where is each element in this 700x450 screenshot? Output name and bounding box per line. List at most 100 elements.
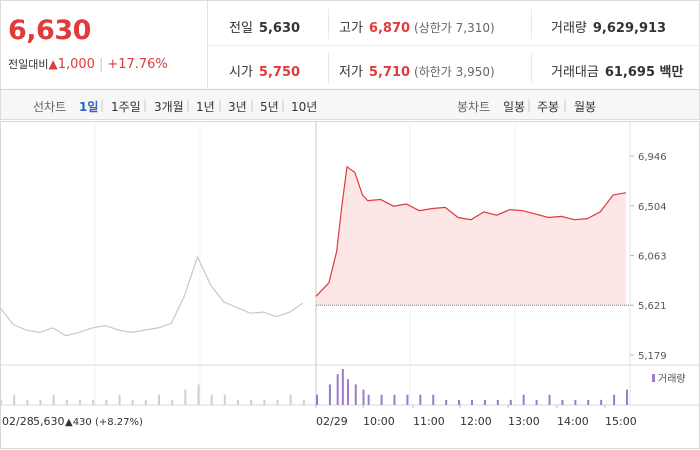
trade-amount: 거래대금 61,695 백만 bbox=[551, 61, 683, 80]
tab-separator: | bbox=[527, 98, 532, 112]
prev-day-series bbox=[0, 255, 304, 337]
tab-separator: | bbox=[100, 98, 105, 112]
volume-bar bbox=[197, 384, 200, 405]
tab-3months[interactable]: 3개월 bbox=[154, 100, 184, 114]
volume-bar bbox=[496, 399, 499, 405]
volume-bar bbox=[131, 399, 134, 405]
volume-bar bbox=[276, 399, 279, 405]
volume-bar bbox=[362, 389, 365, 405]
volume-bar bbox=[52, 394, 55, 405]
volume-bar bbox=[509, 399, 512, 405]
high-label: 고가 bbox=[339, 21, 363, 36]
volume-legend-swatch bbox=[652, 374, 655, 382]
y-tick-label: 6,946 bbox=[638, 152, 667, 163]
tab-1year[interactable]: 1년 bbox=[196, 100, 215, 114]
volume-bar bbox=[237, 399, 239, 405]
change-label: 전일대비 bbox=[8, 58, 49, 71]
volume-bar bbox=[380, 394, 383, 405]
volume-bar bbox=[561, 399, 564, 405]
price-change: 전일대비▲1,000 | +17.76% bbox=[8, 56, 168, 72]
low-value: 5,710 bbox=[368, 65, 411, 80]
volume-bar bbox=[79, 399, 81, 405]
volume-bar bbox=[118, 394, 121, 405]
x-tick-label: 13:00 bbox=[508, 415, 540, 428]
volume-bar bbox=[587, 399, 590, 405]
volume-bar bbox=[210, 394, 213, 405]
change-percent: +17.76% bbox=[107, 57, 168, 72]
change-value: 1,000 bbox=[57, 57, 95, 72]
high-price: 고가 6,870 (상한가 7,310) bbox=[339, 17, 495, 36]
tab-separator: | bbox=[186, 98, 191, 112]
y-axis: 6,946 6,504 6,063 5,621 5,179 bbox=[316, 152, 667, 362]
x-tick-label: 11:00 bbox=[413, 415, 445, 428]
y-tick-label: 5,621 bbox=[638, 301, 667, 312]
today-price-line bbox=[315, 165, 627, 297]
volume-legend-label: 거래량 bbox=[658, 373, 686, 385]
today-area-fill bbox=[316, 166, 626, 306]
volume-bar bbox=[483, 399, 486, 405]
tab-daily-candle[interactable]: 일봉 bbox=[503, 100, 526, 114]
high-value: 6,870 bbox=[368, 21, 411, 36]
x-tick-label: 02/29 bbox=[316, 415, 348, 428]
y-tick-label: 5,179 bbox=[638, 351, 667, 362]
volume-bar bbox=[522, 394, 525, 405]
volume-bar bbox=[144, 399, 147, 405]
row-divider bbox=[209, 45, 700, 46]
chart-tabs: 선차트 1일 | 1주일 | 3개월 | 1년 | 3년 | 5년 | 10년 … bbox=[0, 90, 700, 120]
volume-bar bbox=[223, 394, 226, 405]
volume-bar bbox=[289, 394, 292, 405]
tab-1day[interactable]: 1일 bbox=[79, 100, 99, 114]
trade-amount-value: 61,695 백만 bbox=[604, 65, 684, 80]
low-price: 저가 5,710 (하한가 3,950) bbox=[339, 61, 495, 80]
x-tick-label: 14:00 bbox=[557, 415, 589, 428]
volume-bar bbox=[600, 399, 603, 405]
volume-bar bbox=[354, 384, 357, 405]
volume-bar bbox=[26, 399, 29, 405]
x-axis: 02/28 5,630 ▲430 (+8.27%) 02/29 10:00 11:00 12… bbox=[2, 405, 637, 428]
col-divider bbox=[531, 9, 532, 39]
tab-weekly-candle[interactable]: 주봉 bbox=[537, 100, 560, 114]
prev-close-value: 5,630 bbox=[258, 21, 301, 36]
volume-bar bbox=[341, 369, 344, 405]
intraday-chart: 6,946 6,504 6,063 5,621 5,179 거래량 02/28 5,630… bbox=[0, 121, 700, 449]
x-tick-label: 15:00 bbox=[605, 415, 637, 428]
volume-bar bbox=[432, 394, 435, 405]
volume-bar bbox=[250, 399, 253, 405]
tab-monthly-candle[interactable]: 월봉 bbox=[574, 100, 597, 114]
trade-amount-label: 거래대금 bbox=[551, 65, 599, 80]
volume-bar bbox=[367, 394, 370, 405]
volume-bar bbox=[13, 394, 16, 405]
today-series bbox=[315, 165, 627, 306]
volume-bar bbox=[445, 399, 448, 405]
prev-close: 전일 5,630 bbox=[229, 17, 300, 36]
tab-separator: | bbox=[143, 98, 148, 112]
volume-bar bbox=[336, 374, 339, 405]
low-label: 저가 bbox=[339, 65, 363, 80]
tab-3years[interactable]: 3년 bbox=[228, 100, 247, 114]
volume-value: 9,629,913 bbox=[592, 21, 667, 36]
open-value: 5,750 bbox=[258, 65, 301, 80]
current-price: 6,630 bbox=[8, 15, 91, 46]
tab-5years[interactable]: 5년 bbox=[260, 100, 279, 114]
prev-close-label: 전일 bbox=[229, 21, 253, 36]
prev-day-close: 5,630 bbox=[33, 415, 65, 428]
volume-bar bbox=[574, 399, 577, 405]
x-tick-label: 12:00 bbox=[460, 415, 492, 428]
tab-separator: | bbox=[250, 98, 255, 112]
x-tick-label: 10:00 bbox=[363, 415, 395, 428]
volume-bar bbox=[393, 394, 396, 405]
lower-limit: (하한가 3,950) bbox=[414, 65, 495, 79]
volume-bar bbox=[158, 394, 160, 405]
volume-bar bbox=[263, 399, 266, 405]
volume-bar bbox=[406, 394, 409, 405]
tab-separator: | bbox=[281, 98, 286, 112]
volume-bar bbox=[302, 399, 305, 405]
volume-bar bbox=[613, 394, 616, 405]
up-triangle-icon: ▲ bbox=[48, 57, 58, 71]
volume: 거래량 9,629,913 bbox=[551, 17, 666, 36]
volume-bar bbox=[171, 399, 174, 405]
tab-10years[interactable]: 10년 bbox=[291, 100, 318, 114]
prev-day-change: ▲430 (+8.27%) bbox=[65, 417, 143, 428]
tab-1week[interactable]: 1주일 bbox=[111, 100, 141, 114]
